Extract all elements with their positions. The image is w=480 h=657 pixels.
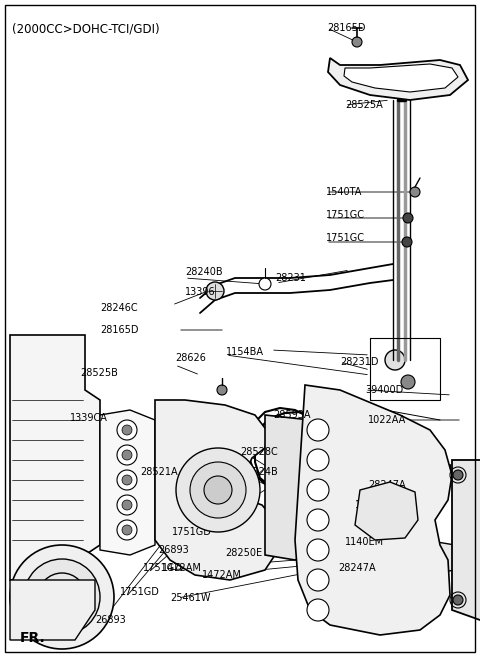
Text: 1751GD: 1751GD: [143, 563, 183, 573]
Polygon shape: [100, 410, 155, 555]
Text: 28528E: 28528E: [175, 485, 212, 495]
Circle shape: [122, 425, 132, 435]
Text: 1751GC: 1751GC: [326, 210, 365, 220]
Polygon shape: [10, 580, 95, 640]
Text: FR.: FR.: [20, 631, 46, 645]
Circle shape: [307, 599, 329, 621]
Text: 26893: 26893: [158, 545, 189, 555]
Circle shape: [307, 539, 329, 561]
Circle shape: [279, 444, 291, 456]
Circle shape: [50, 585, 74, 609]
Polygon shape: [10, 335, 100, 580]
Text: 28165D: 28165D: [327, 23, 365, 33]
Polygon shape: [265, 415, 330, 560]
Circle shape: [122, 450, 132, 460]
Circle shape: [310, 484, 322, 496]
Text: (2000CC>DOHC-TCI/GDI): (2000CC>DOHC-TCI/GDI): [12, 22, 160, 35]
Circle shape: [307, 449, 329, 471]
Polygon shape: [328, 58, 468, 100]
Text: 28231: 28231: [275, 273, 306, 283]
Text: 28245: 28245: [355, 517, 386, 527]
Circle shape: [402, 237, 412, 247]
Circle shape: [307, 569, 329, 591]
Circle shape: [24, 559, 100, 635]
Circle shape: [453, 595, 463, 605]
Text: 26893: 26893: [95, 615, 126, 625]
FancyArrowPatch shape: [36, 622, 43, 629]
Polygon shape: [32, 615, 50, 635]
Circle shape: [456, 542, 468, 554]
Text: 1751GC: 1751GC: [326, 233, 365, 243]
Circle shape: [324, 509, 336, 521]
Circle shape: [307, 479, 329, 501]
Text: 28246C: 28246C: [100, 303, 138, 313]
Text: 13396: 13396: [185, 287, 216, 297]
Circle shape: [176, 448, 260, 532]
Text: 28247A: 28247A: [338, 563, 376, 573]
Polygon shape: [155, 400, 275, 580]
Circle shape: [352, 37, 362, 47]
Circle shape: [428, 460, 442, 474]
Text: 28525B: 28525B: [80, 368, 118, 378]
Circle shape: [122, 475, 132, 485]
Text: 39400D: 39400D: [365, 385, 403, 395]
Circle shape: [307, 509, 329, 531]
Text: 1751GD: 1751GD: [120, 587, 160, 597]
Text: 1751GD: 1751GD: [183, 507, 223, 517]
Circle shape: [190, 462, 246, 518]
Circle shape: [410, 187, 420, 197]
Circle shape: [122, 525, 132, 535]
Text: 25461W: 25461W: [170, 593, 211, 603]
Circle shape: [117, 520, 137, 540]
Text: 1472AM: 1472AM: [202, 570, 242, 580]
Circle shape: [307, 419, 329, 441]
Text: 28525A: 28525A: [345, 100, 383, 110]
Text: 28250E: 28250E: [225, 548, 262, 558]
Circle shape: [10, 545, 114, 649]
Text: 1022AA: 1022AA: [368, 415, 406, 425]
Circle shape: [117, 420, 137, 440]
Text: 1140EM: 1140EM: [345, 537, 384, 547]
Text: 28528C: 28528C: [240, 447, 278, 457]
Text: 28521A: 28521A: [140, 467, 178, 477]
Text: 13396: 13396: [355, 500, 385, 510]
Polygon shape: [344, 64, 458, 92]
Circle shape: [453, 470, 463, 480]
Polygon shape: [355, 482, 418, 540]
Text: 28247A: 28247A: [368, 480, 406, 490]
Circle shape: [294, 462, 306, 474]
Circle shape: [385, 350, 405, 370]
Circle shape: [259, 278, 271, 290]
Circle shape: [204, 476, 232, 504]
Circle shape: [159, 537, 171, 549]
Circle shape: [117, 470, 137, 490]
Text: 28165D: 28165D: [100, 325, 139, 335]
Text: 28593A: 28593A: [273, 410, 311, 420]
Text: 1339CA: 1339CA: [70, 413, 108, 423]
Circle shape: [206, 282, 224, 300]
Text: 1751GD: 1751GD: [172, 527, 212, 537]
Circle shape: [117, 445, 137, 465]
Circle shape: [217, 385, 227, 395]
Polygon shape: [395, 540, 455, 575]
Polygon shape: [335, 540, 395, 575]
Text: 28524B: 28524B: [240, 467, 278, 477]
Polygon shape: [295, 385, 452, 635]
Circle shape: [122, 500, 132, 510]
Text: 1540TA: 1540TA: [326, 187, 362, 197]
Polygon shape: [452, 460, 480, 620]
Circle shape: [403, 213, 413, 223]
Text: 28626: 28626: [175, 353, 206, 363]
Text: 1154BA: 1154BA: [226, 347, 264, 357]
Text: 28231D: 28231D: [340, 357, 379, 367]
Text: 28240B: 28240B: [185, 267, 223, 277]
Text: 1472AM: 1472AM: [162, 563, 202, 573]
Circle shape: [401, 375, 415, 389]
Circle shape: [117, 495, 137, 515]
